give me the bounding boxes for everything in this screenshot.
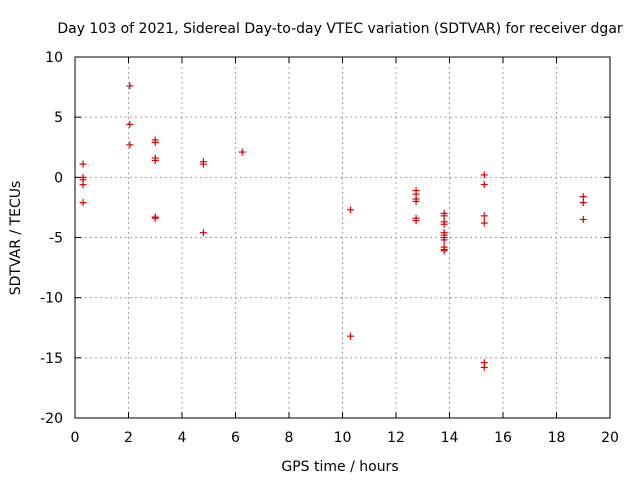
data-point — [126, 120, 134, 128]
y-tick-label: 5 — [54, 110, 63, 126]
x-tick-label: 12 — [387, 430, 405, 446]
data-point — [579, 199, 587, 207]
data-point — [79, 199, 87, 207]
data-point — [151, 138, 159, 146]
data-point — [347, 206, 355, 214]
data-point — [480, 212, 488, 220]
data-point — [79, 181, 87, 189]
data-point — [480, 219, 488, 227]
data-point — [480, 171, 488, 179]
x-tick-labels: 0 2 4 6 8 10 12 14 16 18 20 — [71, 430, 619, 446]
data-point — [151, 214, 159, 222]
data-point — [238, 148, 246, 156]
data-point — [412, 217, 420, 225]
data-point — [79, 160, 87, 168]
y-tick-label: -5 — [49, 231, 63, 247]
x-tick-label: 8 — [285, 430, 294, 446]
y-tick-label: 0 — [54, 170, 63, 186]
x-tick-label: 0 — [71, 430, 80, 446]
data-point — [480, 363, 488, 371]
y-tick-labels: 10 5 0 -5 -10 -15 -20 — [40, 50, 63, 427]
data-points — [79, 82, 587, 371]
data-point — [347, 332, 355, 340]
y-axis-label: SDTVAR / TECUs — [8, 181, 24, 296]
data-point — [412, 197, 420, 205]
data-point — [151, 156, 159, 164]
x-tick-label: 20 — [601, 430, 619, 446]
data-point — [126, 141, 134, 149]
x-tick-label: 18 — [548, 430, 566, 446]
data-point — [440, 236, 448, 244]
x-tick-label: 10 — [334, 430, 352, 446]
x-tick-label: 14 — [441, 430, 459, 446]
y-tick-label: -10 — [40, 291, 63, 307]
x-tick-label: 16 — [494, 430, 512, 446]
data-point — [199, 229, 207, 237]
data-point — [440, 247, 448, 255]
data-point — [579, 215, 587, 223]
x-axis-label: GPS time / hours — [281, 459, 398, 475]
y-tick-label: -20 — [40, 411, 63, 427]
data-point — [126, 82, 134, 90]
y-tick-label: 10 — [45, 50, 63, 66]
x-tick-label: 2 — [124, 430, 133, 446]
x-tick-label: 6 — [231, 430, 240, 446]
chart-title: Day 103 of 2021, Sidereal Day-to-day VTE… — [57, 21, 623, 37]
data-point — [440, 220, 448, 228]
data-point — [440, 212, 448, 220]
data-point — [480, 181, 488, 189]
grid-lines — [75, 57, 610, 418]
y-tick-label: -15 — [40, 351, 63, 367]
data-point — [579, 193, 587, 201]
x-tick-label: 4 — [178, 430, 187, 446]
data-point — [199, 160, 207, 168]
